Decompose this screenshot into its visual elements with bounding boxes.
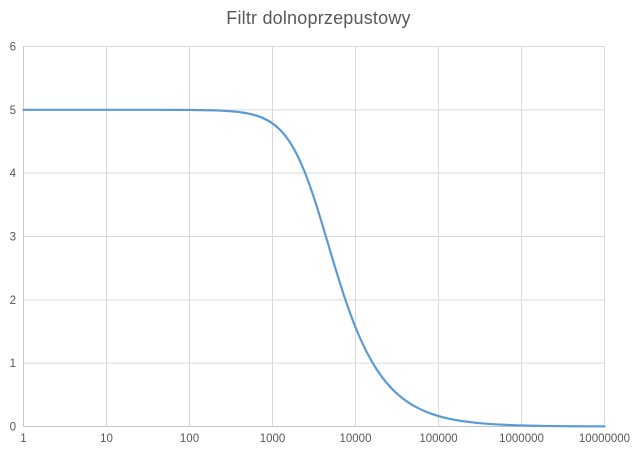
x-axis-tick-label: 1 [20,433,26,445]
y-axis-tick-label: 0 [10,422,16,434]
y-axis-tick-label: 4 [10,168,17,180]
x-axis-tick-label: 1000000 [499,433,544,445]
y-axis-tick-label: 1 [10,358,16,370]
x-axis-tick-label: 10000 [340,433,372,445]
y-axis-tick-label: 5 [10,105,16,117]
y-axis-tick-label: 2 [10,295,16,307]
x-axis-tick-label: 1000 [260,433,286,445]
x-axis-tick-label: 100 [180,433,199,445]
filter-response-curve [22,108,606,428]
chart-title: Filtr dolnoprzepustowy [226,8,411,28]
y-axis-tick-label: 3 [10,232,16,244]
x-axis-tick-label: 10 [100,433,113,445]
x-axis-tick-label: 10000000 [579,433,630,445]
x-axis-tick-label: 100000 [419,433,457,445]
y-axis-tick-label: 6 [10,42,16,54]
